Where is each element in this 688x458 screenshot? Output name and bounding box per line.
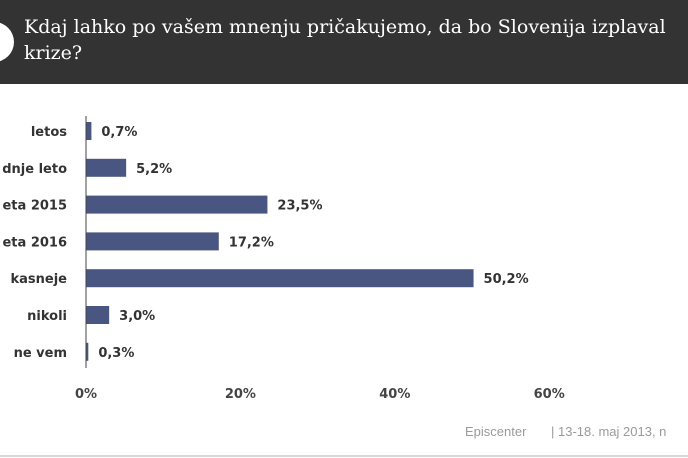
value-label-4: 50,2% xyxy=(484,272,529,287)
value-label-0: 0,7% xyxy=(101,125,137,140)
chart-title-line-1: Kdaj lahko po vašem mnenju pričakujemo, … xyxy=(24,16,666,38)
value-label-1: 5,2% xyxy=(136,162,172,177)
footer: Episcenter | 13-18. maj 2013, n xyxy=(0,424,688,444)
question-header: Kdaj lahko po vašem mnenju pričakujemo, … xyxy=(0,0,688,84)
category-label-4: kasneje xyxy=(10,272,67,287)
category-label-3: eta 2016 xyxy=(2,235,67,250)
x-tick-label-0: 0% xyxy=(75,387,97,402)
value-label-3: 17,2% xyxy=(229,235,274,250)
x-tick-label-3: 60% xyxy=(534,387,565,402)
bars-layer xyxy=(86,122,474,361)
bar-6 xyxy=(86,342,89,361)
chart-title-line-2: krize? xyxy=(24,42,83,64)
value-label-2: 23,5% xyxy=(277,199,322,214)
bar-chart: letos dnje leto eta 2015 eta 2016 kasneje nik… xyxy=(2,116,565,402)
question-badge xyxy=(0,22,14,62)
survey-dates: | 13-18. maj 2013, n xyxy=(551,424,667,439)
category-label-2: eta 2015 xyxy=(2,199,67,214)
value-label-6: 0,3% xyxy=(98,346,134,361)
bar-3 xyxy=(86,232,219,251)
bar-1 xyxy=(86,158,127,177)
category-labels: letos dnje leto eta 2015 eta 2016 kasneje nik… xyxy=(2,125,67,361)
bar-5 xyxy=(86,306,110,324)
category-label-6: ne vem xyxy=(14,346,67,361)
category-label-0: letos xyxy=(31,125,67,140)
source-label: Episcenter xyxy=(465,424,527,439)
category-label-1: dnje leto xyxy=(2,162,67,177)
bar-4 xyxy=(86,269,474,288)
bar-2 xyxy=(86,195,268,214)
bottom-divider xyxy=(0,455,688,457)
x-tick-label-2: 40% xyxy=(379,387,410,402)
category-label-5: nikoli xyxy=(27,309,67,324)
x-axis-ticks: 0% 20% 40% 60% xyxy=(75,387,565,402)
chart-title: Kdaj lahko po vašem mnenju pričakujemo, … xyxy=(24,14,684,66)
value-label-5: 3,0% xyxy=(119,309,155,324)
bar-0 xyxy=(86,122,92,140)
value-labels: 0,7% 5,2% 23,5% 17,2% 50,2% 3,0% 0,3% xyxy=(98,125,528,361)
x-tick-label-1: 20% xyxy=(225,387,256,402)
